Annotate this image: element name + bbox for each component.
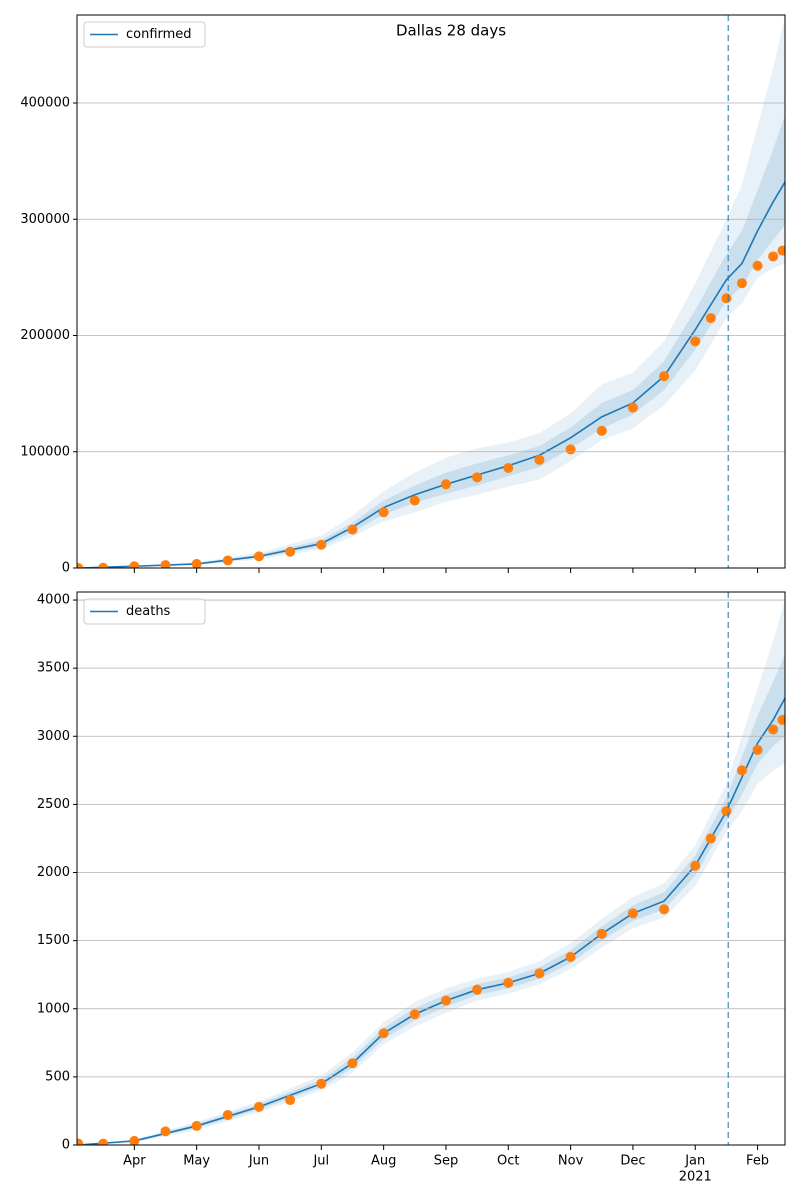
observed-point [440,995,451,1006]
observed-point [409,1009,420,1020]
y-tick-label: 1500 [37,933,70,948]
observed-point [316,1078,327,1089]
x-tick-label: May [183,1154,210,1169]
observed-point [659,371,670,382]
observed-point [129,561,140,568]
y-tick-label: 3500 [37,661,70,676]
observed-point [347,1058,358,1069]
chart-title: Dallas 28 days [396,22,506,40]
axes-frame [76,591,786,1146]
uncertainty-band [78,15,785,568]
observed-point [565,444,576,455]
y-tick-label: 2000 [37,865,70,880]
observed-point [690,860,701,871]
x-tick-label: Jul [312,1154,329,1169]
observed-point [690,336,701,347]
x-tick-label: Jan [684,1154,705,1169]
observed-point [440,479,451,490]
x-tick-label: Aug [371,1154,396,1169]
observed-point [721,806,732,817]
legend-box [83,598,206,625]
observed-point [777,714,785,725]
legend-label: deaths [126,604,171,619]
observed-point [77,563,84,568]
observed-point [191,558,202,568]
observed-point [627,402,638,413]
observed-point [503,463,514,474]
observed-point [285,1095,296,1106]
x-tick-label: Jun [248,1154,269,1169]
observed-point [472,984,483,995]
axes-frame [76,14,786,569]
observed-point [222,1110,233,1121]
y-tick-label: 0 [62,561,70,576]
observed-point [768,724,779,735]
observed-point [378,507,389,518]
model-line [78,697,785,1145]
y-tick-label: 500 [45,1069,70,1084]
observed-point [659,904,670,915]
y-tick-label: 4000 [37,593,70,608]
observed-point [316,539,327,550]
observed-point [534,454,545,465]
y-tick-label: 300000 [20,212,70,227]
x-tick-label: Dec [620,1154,645,1169]
y-tick-label: 200000 [20,328,70,343]
observed-point [721,293,732,304]
y-tick-label: 0 [62,1138,70,1153]
observed-point [503,977,514,988]
observed-point [705,313,716,324]
observed-point [77,1138,84,1145]
legend-label: confirmed [126,27,192,42]
observed-point [777,245,785,256]
y-tick-label: 3000 [37,729,70,744]
observed-point [596,425,607,436]
observed-point [596,928,607,939]
observed-point [347,524,358,535]
y-tick-label: 2500 [37,797,70,812]
observed-point [409,495,420,506]
observed-point [222,555,233,566]
observed-point [98,562,109,568]
x-tick-label: Apr [123,1154,146,1169]
observed-point [285,546,296,557]
y-tick-label: 400000 [20,96,70,111]
observed-point [253,551,264,562]
y-tick-label: 1000 [37,1001,70,1016]
observed-point [736,765,747,776]
observed-point [534,968,545,979]
observed-point [627,908,638,919]
x-tick-sublabel: 2021 [679,1170,712,1185]
plot-area [77,600,785,1145]
plot-area [77,15,785,568]
observed-point [752,744,763,755]
legend-box [83,21,206,48]
observed-point [736,278,747,289]
observed-point [253,1101,264,1112]
x-tick-label: Oct [497,1154,519,1169]
observed-point [378,1028,389,1039]
observed-point [98,1138,109,1145]
x-tick-label: Sep [434,1154,459,1169]
observed-point [129,1135,140,1145]
observed-point [565,951,576,962]
observed-point [472,472,483,483]
y-tick-label: 100000 [20,444,70,459]
observed-point [160,560,171,568]
observed-point [752,260,763,271]
observed-point [768,251,779,262]
observed-point [705,833,716,844]
observed-point [160,1126,171,1137]
x-tick-label: Feb [746,1154,769,1169]
x-tick-label: Nov [558,1154,584,1169]
observed-point [191,1120,202,1131]
